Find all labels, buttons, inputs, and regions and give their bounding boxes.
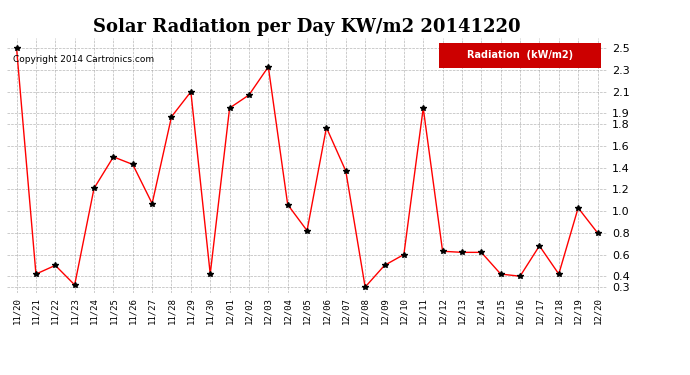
Text: Copyright 2014 Cartronics.com: Copyright 2014 Cartronics.com [13, 56, 154, 64]
Title: Solar Radiation per Day KW/m2 20141220: Solar Radiation per Day KW/m2 20141220 [93, 18, 521, 36]
